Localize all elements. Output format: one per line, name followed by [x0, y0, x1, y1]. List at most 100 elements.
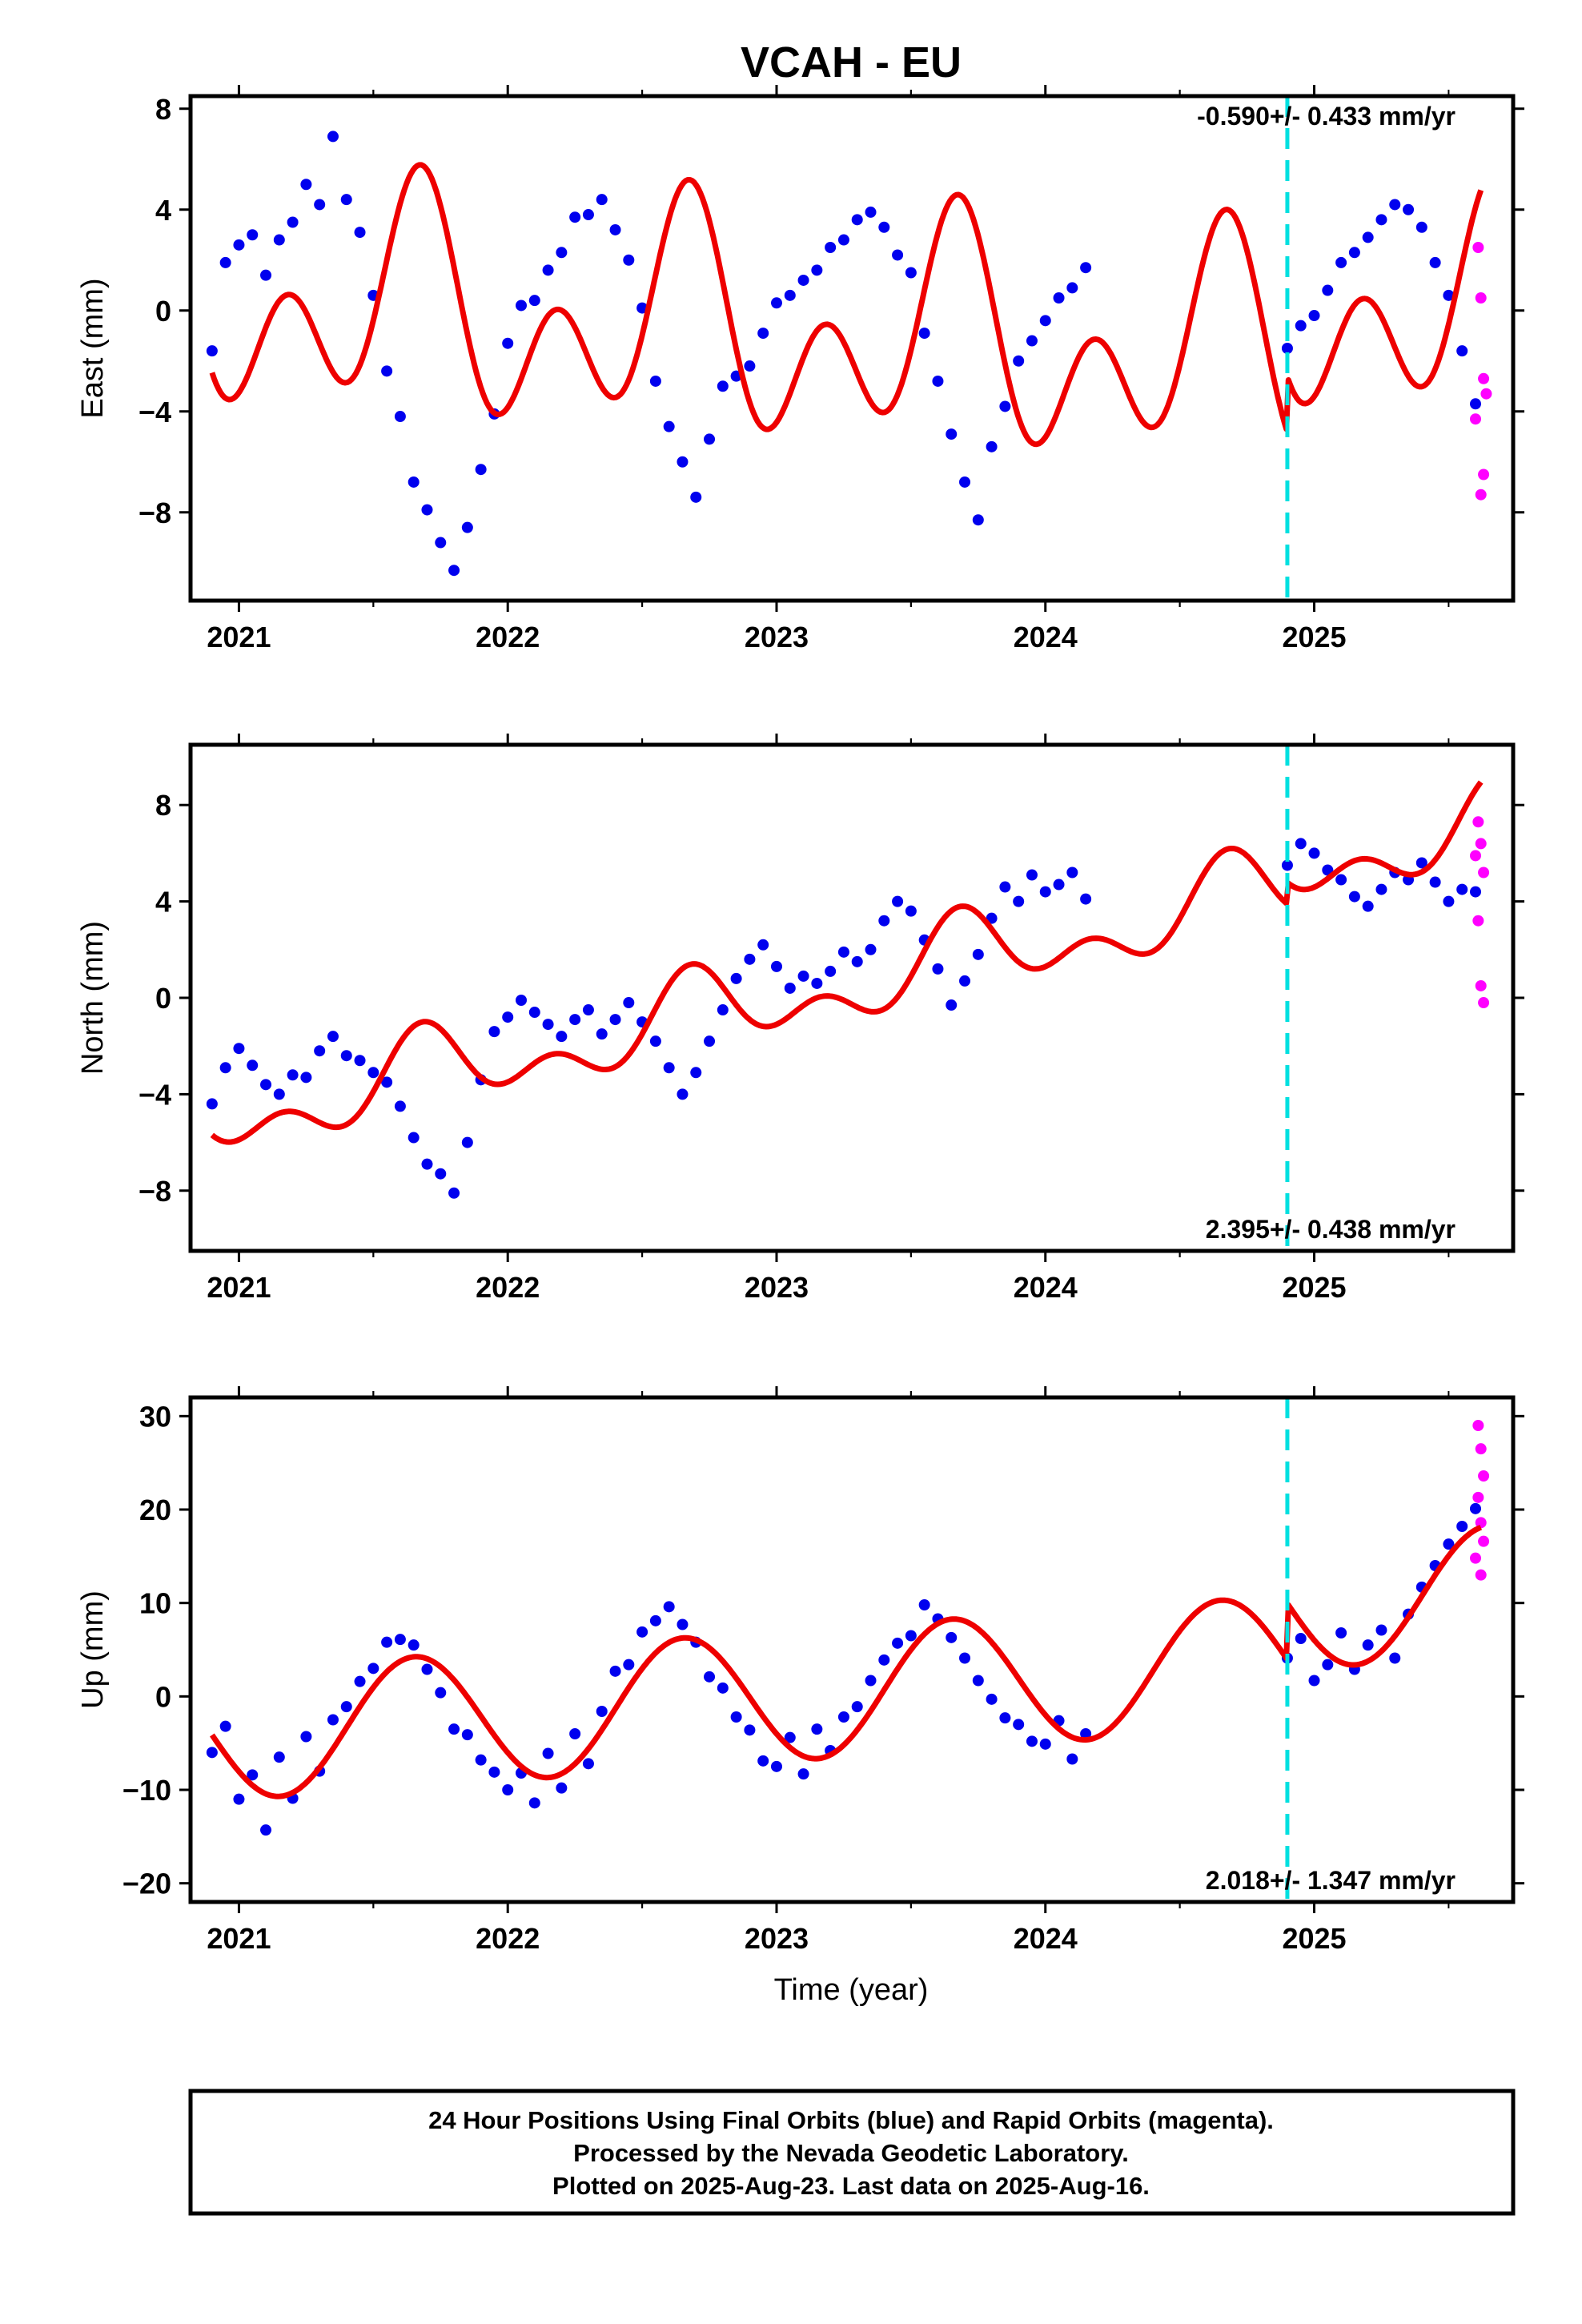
- final-orbit-point: [247, 1769, 259, 1781]
- final-orbit-point: [1389, 199, 1401, 211]
- final-orbit-point: [865, 1675, 877, 1687]
- final-orbit-point: [381, 1636, 393, 1648]
- final-orbit-point: [649, 1035, 661, 1047]
- final-orbit-point: [582, 1758, 594, 1770]
- final-orbit-point: [837, 1711, 849, 1723]
- rapid-orbit-point: [1472, 1420, 1484, 1431]
- final-orbit-point: [488, 1026, 500, 1038]
- final-orbit-point: [475, 1754, 487, 1766]
- footer-box: 24 Hour Positions Using Final Orbits (bl…: [188, 2089, 1516, 2216]
- rate-label-north: 2.395+/- 0.438 mm/yr: [1206, 1215, 1456, 1244]
- final-orbit-point: [1415, 221, 1427, 233]
- y-tick-label: 4: [155, 886, 171, 919]
- x-tick-label: 2024: [1014, 1922, 1078, 1955]
- x-tick-label: 2022: [476, 1271, 540, 1304]
- y-tick-label: 4: [155, 194, 171, 227]
- final-orbit-point: [381, 365, 393, 377]
- final-orbit-point: [569, 1014, 581, 1026]
- final-orbit-point: [1322, 1659, 1334, 1671]
- x-tick-label: 2023: [745, 621, 809, 653]
- rapid-orbit-point: [1475, 1517, 1487, 1529]
- final-orbit-point: [569, 1728, 581, 1739]
- final-orbit-point: [542, 264, 554, 276]
- final-orbit-point: [717, 1682, 729, 1694]
- final-orbit-point: [636, 1626, 648, 1638]
- y-tick-label: 8: [155, 93, 171, 126]
- rapid-orbit-point: [1469, 1552, 1481, 1564]
- y-ticks-east: 8 4 0 −4 −8: [139, 93, 1524, 529]
- final-orbit-point: [448, 565, 460, 577]
- rapid-orbit-point: [1475, 1569, 1487, 1581]
- final-orbit-point: [825, 965, 837, 977]
- final-orbit-point: [663, 420, 675, 432]
- final-orbit-point: [757, 328, 769, 340]
- final-orbit-point: [219, 1720, 231, 1732]
- rapid-orbit-point: [1472, 915, 1484, 927]
- final-orbit-point: [300, 179, 312, 191]
- final-orbit-point: [784, 982, 796, 994]
- final-orbit-point: [1281, 343, 1293, 354]
- x-tick-label: 2021: [207, 1271, 271, 1304]
- final-orbit-point: [905, 267, 917, 279]
- final-orbit-point: [1456, 883, 1468, 895]
- final-orbit-point: [421, 1663, 433, 1675]
- data-area-up: [206, 1420, 1490, 1836]
- final-orbit-point: [946, 428, 958, 440]
- final-orbit-point: [623, 1659, 635, 1671]
- final-orbit-point: [1456, 1521, 1468, 1532]
- rapid-orbit-point: [1475, 489, 1487, 501]
- final-orbit-point: [1335, 1627, 1347, 1638]
- y-tick-label: 0: [155, 295, 171, 328]
- final-orbit-point: [516, 300, 527, 312]
- x-tick-label: 2022: [476, 1922, 540, 1955]
- final-orbit-point: [528, 1797, 540, 1809]
- final-orbit-point: [273, 1088, 285, 1100]
- rapid-orbit-point: [1469, 413, 1481, 425]
- final-orbit-point: [649, 375, 661, 387]
- final-orbit-point: [851, 1701, 863, 1713]
- rapid-orbit-point: [1475, 838, 1487, 850]
- final-orbit-point: [744, 1724, 756, 1736]
- final-orbit-point: [1013, 1719, 1025, 1731]
- final-orbit-point: [704, 433, 716, 445]
- final-orbit-point: [784, 1731, 796, 1743]
- footer-line-3: Plotted on 2025-Aug-23. Last data on 202…: [552, 2172, 1150, 2200]
- final-orbit-point: [905, 905, 917, 917]
- y-tick-label: −10: [122, 1774, 171, 1807]
- final-orbit-point: [811, 1723, 823, 1735]
- final-orbit-point: [394, 1634, 406, 1646]
- final-orbit-point: [704, 1671, 716, 1683]
- final-orbit-point: [837, 946, 849, 958]
- final-orbit-point: [1295, 1633, 1307, 1644]
- final-orbit-point: [932, 375, 944, 387]
- final-orbit-point: [797, 970, 809, 982]
- final-orbit-point: [327, 131, 339, 143]
- final-orbit-point: [972, 514, 984, 526]
- rapid-orbit-point: [1478, 866, 1490, 879]
- footer-frame: [188, 2089, 1516, 2216]
- x-axis-label: Time (year): [774, 1973, 929, 2007]
- final-orbit-point: [905, 1630, 917, 1642]
- final-orbit-point: [582, 1004, 594, 1016]
- final-orbit-point: [959, 975, 971, 987]
- final-orbit-point: [1429, 256, 1441, 268]
- final-orbit-point: [717, 380, 729, 392]
- final-orbit-point: [421, 1158, 433, 1170]
- final-orbit-point: [435, 537, 447, 549]
- final-orbit-point: [932, 963, 944, 975]
- final-orbit-point: [770, 1760, 782, 1772]
- final-orbit-point: [730, 972, 742, 984]
- final-orbit-point: [1281, 859, 1293, 871]
- final-orbit-point: [744, 953, 756, 965]
- final-orbit-point: [1080, 1728, 1092, 1739]
- x-tick-label: 2025: [1282, 1922, 1346, 1955]
- final-orbit-point: [918, 328, 930, 340]
- final-orbit-point: [663, 1601, 675, 1613]
- y-ticks-north: 8 4 0 −4 −8: [139, 789, 1524, 1208]
- rapid-orbit-point: [1478, 1535, 1490, 1547]
- final-orbit-point: [461, 521, 473, 533]
- x-tick-label: 2024: [1014, 621, 1078, 653]
- x-ticks-up: 2021 2022 2023 2024 2025: [207, 1386, 1450, 1955]
- final-orbit-point: [999, 1712, 1011, 1724]
- chart-title: VCAH - EU: [741, 38, 962, 86]
